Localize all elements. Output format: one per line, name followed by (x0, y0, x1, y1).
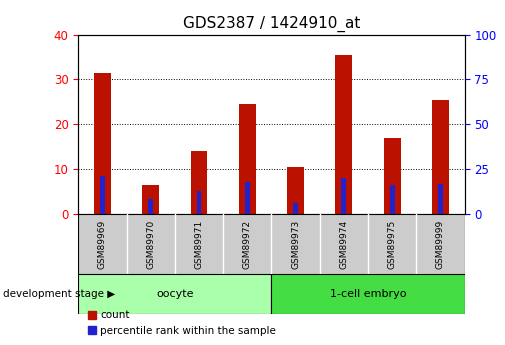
Bar (78, 274, 272, 314)
Bar (438, 184, 443, 214)
Text: GSM89971: GSM89971 (194, 219, 204, 269)
Bar (335, 55, 352, 214)
Bar (293, 203, 298, 214)
Bar (287, 167, 304, 214)
Bar (94, 73, 111, 214)
Text: 1-cell embryo: 1-cell embryo (330, 289, 406, 299)
Text: development stage ▶: development stage ▶ (3, 289, 115, 299)
Bar (384, 138, 400, 214)
Bar (390, 185, 394, 214)
Text: GSM89972: GSM89972 (243, 219, 252, 269)
Text: GSM89999: GSM89999 (436, 219, 445, 269)
Bar (142, 185, 159, 214)
Bar (245, 181, 249, 214)
Text: oocyte: oocyte (156, 289, 193, 299)
Bar (100, 176, 105, 214)
Bar (239, 104, 256, 214)
Text: GSM89973: GSM89973 (291, 219, 300, 269)
Bar (148, 199, 153, 214)
Bar (196, 190, 201, 214)
Legend: count, percentile rank within the sample: count, percentile rank within the sample (83, 306, 280, 340)
Bar (190, 151, 208, 214)
Bar (432, 99, 449, 214)
Text: GSM89970: GSM89970 (146, 219, 155, 269)
Text: GSM89969: GSM89969 (98, 219, 107, 269)
Text: GSM89974: GSM89974 (339, 219, 348, 269)
Bar (341, 178, 346, 214)
Title: GDS2387 / 1424910_at: GDS2387 / 1424910_at (183, 16, 360, 32)
Bar (272, 274, 465, 314)
Text: GSM89975: GSM89975 (388, 219, 396, 269)
